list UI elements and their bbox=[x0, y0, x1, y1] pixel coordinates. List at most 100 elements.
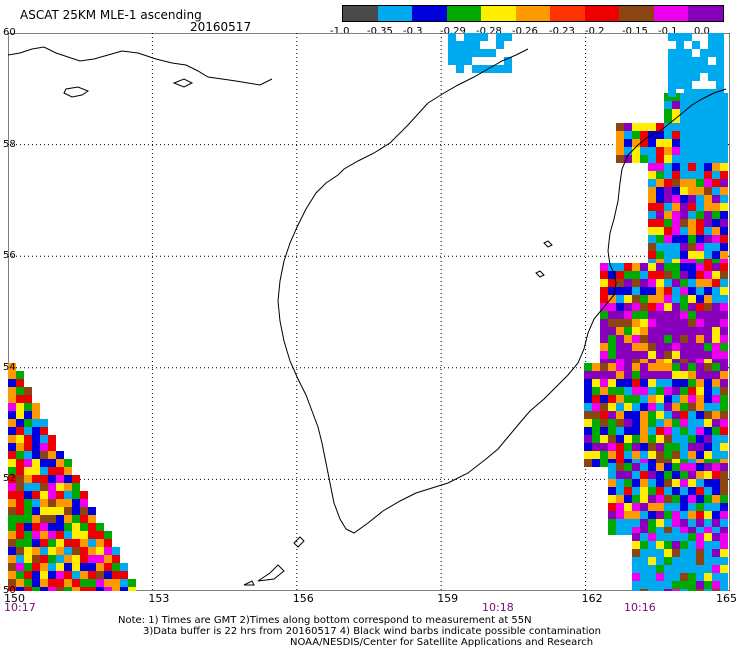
longitude-tick-label: 159 bbox=[437, 592, 459, 605]
wind-cell bbox=[632, 343, 640, 351]
wind-cell bbox=[120, 587, 128, 591]
wind-cell bbox=[712, 549, 720, 557]
wind-cell bbox=[24, 403, 32, 411]
wind-cell bbox=[704, 251, 712, 259]
wind-cell bbox=[632, 387, 640, 395]
wind-cell bbox=[700, 57, 708, 65]
color-scale-label: -1.0 bbox=[330, 26, 350, 37]
wind-cell bbox=[664, 519, 672, 527]
wind-cell bbox=[712, 123, 720, 131]
wind-cell bbox=[688, 471, 696, 479]
wind-cell bbox=[624, 343, 632, 351]
wind-cell bbox=[696, 179, 704, 187]
wind-cell bbox=[656, 203, 664, 211]
wind-cell bbox=[720, 139, 728, 147]
wind-cell bbox=[608, 343, 616, 351]
wind-cell bbox=[608, 287, 616, 295]
wind-cell bbox=[720, 219, 728, 227]
wind-cell bbox=[696, 343, 704, 351]
wind-cell bbox=[672, 179, 680, 187]
wind-cell bbox=[716, 65, 724, 73]
wind-cell bbox=[664, 557, 672, 565]
wind-cell bbox=[656, 519, 664, 527]
wind-cell bbox=[720, 335, 728, 343]
wind-cell bbox=[680, 503, 688, 511]
wind-cell bbox=[640, 155, 648, 163]
wind-cell bbox=[656, 427, 664, 435]
wind-cell bbox=[696, 109, 704, 117]
wind-cell bbox=[32, 507, 40, 515]
wind-cell bbox=[664, 395, 672, 403]
wind-cell bbox=[720, 163, 728, 171]
wind-cell bbox=[680, 251, 688, 259]
wind-cell bbox=[688, 541, 696, 549]
wind-cell bbox=[672, 311, 680, 319]
wind-cell bbox=[608, 295, 616, 303]
wind-cell bbox=[692, 41, 700, 49]
wind-cell bbox=[688, 403, 696, 411]
wind-cell bbox=[680, 487, 688, 495]
wind-cell bbox=[648, 463, 656, 471]
wind-cell bbox=[88, 547, 96, 555]
wind-cell bbox=[632, 363, 640, 371]
wind-cell bbox=[672, 219, 680, 227]
wind-cell bbox=[40, 587, 48, 591]
wind-cell bbox=[640, 549, 648, 557]
wind-cell bbox=[40, 491, 48, 499]
wind-cell bbox=[608, 263, 616, 271]
wind-cell bbox=[664, 303, 672, 311]
wind-cell bbox=[8, 419, 16, 427]
wind-cell bbox=[24, 499, 32, 507]
wind-cell bbox=[656, 533, 664, 541]
wind-cell bbox=[664, 227, 672, 235]
wind-cell bbox=[672, 479, 680, 487]
wind-cell bbox=[696, 451, 704, 459]
wind-cell bbox=[704, 565, 712, 573]
wind-cell bbox=[708, 33, 716, 41]
wind-cell bbox=[692, 65, 700, 73]
wind-cell bbox=[720, 519, 728, 527]
wind-cell bbox=[616, 527, 624, 535]
wind-cell bbox=[696, 471, 704, 479]
wind-cell bbox=[632, 335, 640, 343]
wind-cell bbox=[664, 503, 672, 511]
wind-cell bbox=[496, 41, 504, 49]
wind-cell bbox=[664, 403, 672, 411]
wind-cell bbox=[648, 327, 656, 335]
wind-cell bbox=[720, 471, 728, 479]
wind-cell bbox=[16, 451, 24, 459]
wind-cell bbox=[640, 487, 648, 495]
wind-cell bbox=[632, 565, 640, 573]
wind-cell bbox=[24, 475, 32, 483]
wind-cell bbox=[688, 573, 696, 581]
wind-cell bbox=[8, 411, 16, 419]
wind-cell bbox=[656, 443, 664, 451]
wind-cell bbox=[616, 495, 624, 503]
wind-cell bbox=[632, 495, 640, 503]
wind-cell bbox=[672, 243, 680, 251]
wind-cell bbox=[680, 435, 688, 443]
wind-cell bbox=[712, 487, 720, 495]
wind-cell bbox=[680, 303, 688, 311]
wind-cell bbox=[696, 219, 704, 227]
wind-cell bbox=[616, 147, 624, 155]
wind-cell bbox=[720, 295, 728, 303]
wind-cell bbox=[688, 527, 696, 535]
wind-cell bbox=[456, 57, 464, 65]
pass-time-label: 10:16 bbox=[624, 601, 656, 614]
wind-cell bbox=[672, 379, 680, 387]
wind-cell bbox=[640, 503, 648, 511]
wind-cell bbox=[700, 65, 708, 73]
wind-cell bbox=[616, 343, 624, 351]
wind-cell bbox=[648, 303, 656, 311]
wind-cell bbox=[688, 139, 696, 147]
wind-cell bbox=[720, 117, 728, 125]
wind-cell bbox=[48, 443, 56, 451]
wind-cell bbox=[648, 395, 656, 403]
wind-cell bbox=[688, 411, 696, 419]
wind-cell bbox=[720, 411, 728, 419]
wind-cell bbox=[672, 251, 680, 259]
wind-cell bbox=[48, 563, 56, 571]
wind-cell bbox=[624, 295, 632, 303]
wind-cell bbox=[624, 147, 632, 155]
